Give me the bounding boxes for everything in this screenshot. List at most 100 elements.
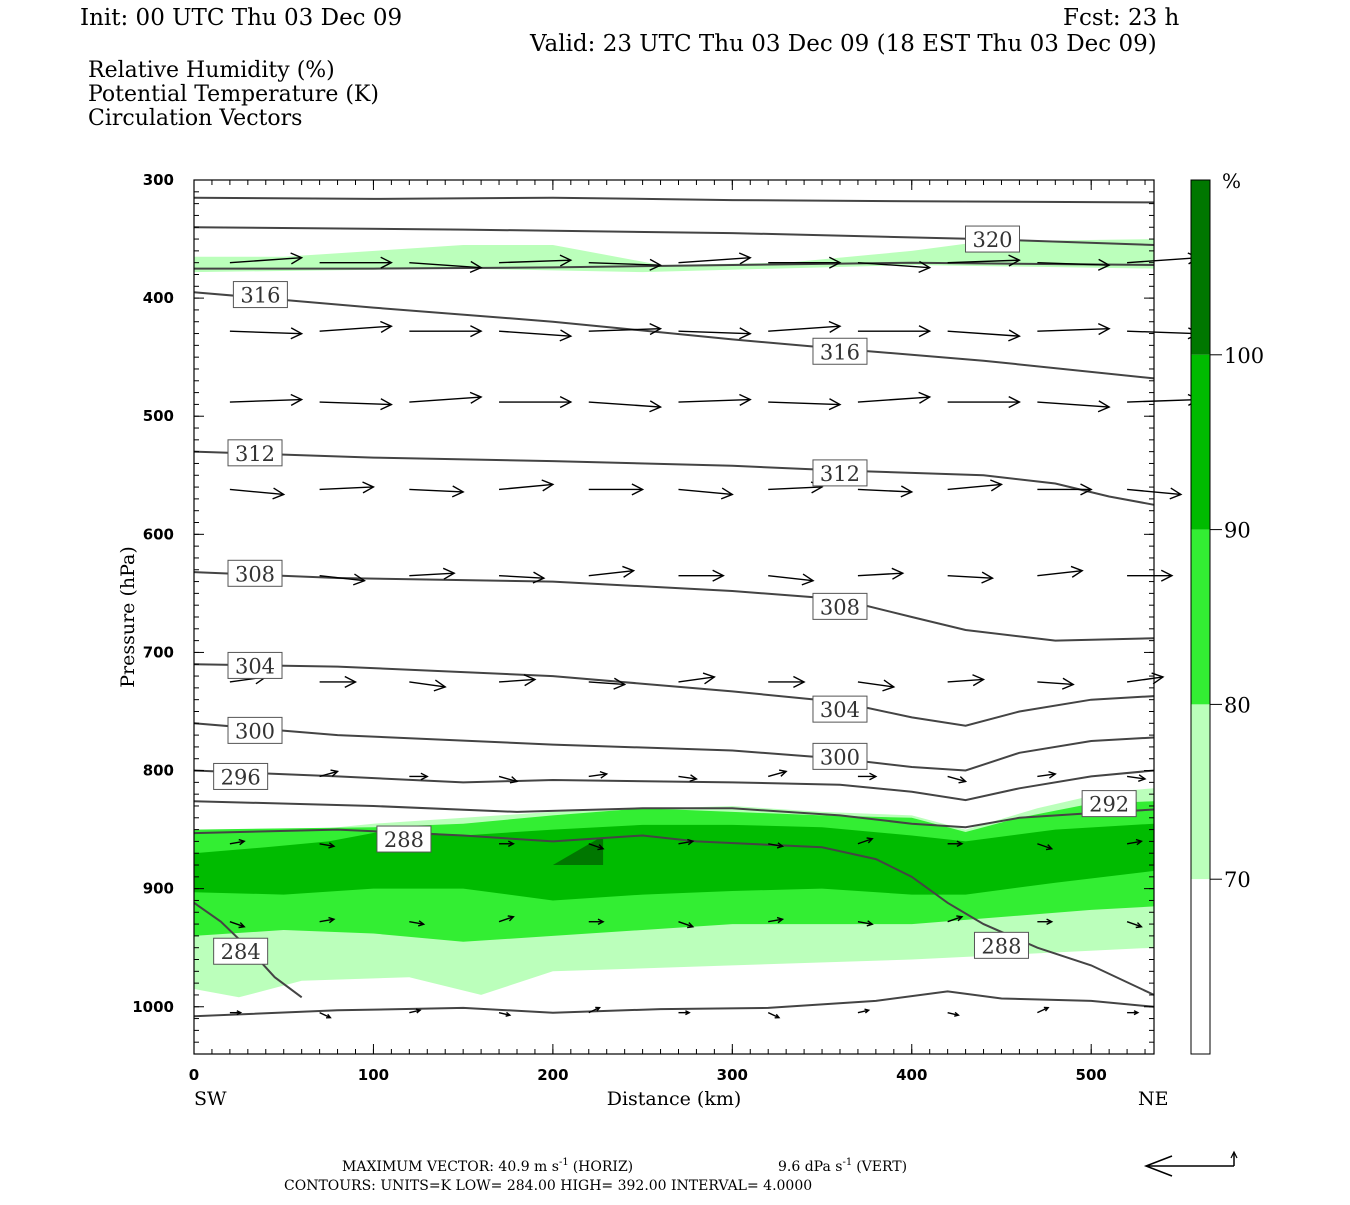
vector-head-6-4 xyxy=(599,770,609,779)
vector-head-0-5 xyxy=(738,252,752,265)
vector-head-1-7 xyxy=(918,325,932,338)
vector-head-0-2 xyxy=(469,260,483,274)
vector-head-0-3 xyxy=(559,254,573,267)
vector-1-3 xyxy=(498,330,571,337)
contour-label-3: 316 xyxy=(240,284,280,308)
rh-shading xyxy=(194,239,1154,998)
contour-label-box-6 xyxy=(812,459,868,487)
vector-head-2-8 xyxy=(1008,395,1021,409)
vector-head-7-4 xyxy=(597,844,605,851)
vector-head-9-7 xyxy=(864,1008,871,1014)
vector-5-9 xyxy=(1037,681,1074,686)
vector-0-10 xyxy=(1127,256,1199,264)
y-tick-label: 500 xyxy=(143,407,174,425)
contour-label-5: 312 xyxy=(235,442,275,466)
vector-head-0-1 xyxy=(380,256,393,269)
vector-9-2 xyxy=(409,1009,421,1014)
vector-head-3-2 xyxy=(451,485,465,498)
contour-label-17: 284 xyxy=(221,940,261,964)
vector-head-8-3 xyxy=(507,915,515,922)
vector-4-7 xyxy=(857,572,903,577)
vector-1-6 xyxy=(768,325,841,332)
vector-head-4-2 xyxy=(442,567,456,580)
vector-head-1-5 xyxy=(739,327,752,340)
contour-label-12: 300 xyxy=(820,745,860,769)
contour-label-8: 308 xyxy=(820,595,860,619)
y-tick-label: 1000 xyxy=(132,998,174,1016)
vector-head-5-9 xyxy=(1061,677,1075,690)
reference-vector-icon xyxy=(1143,1150,1238,1177)
contour-label-box-3 xyxy=(232,281,288,309)
contour-label-box-5 xyxy=(227,439,283,467)
contour-label-box-4 xyxy=(812,337,868,365)
vector-head-6-5 xyxy=(689,774,698,782)
vector-4-2 xyxy=(409,572,455,577)
vector-head-8-8 xyxy=(956,915,964,922)
y-tick-label: 700 xyxy=(143,643,174,661)
vector-head-7-0 xyxy=(238,838,246,846)
theta-line-7 xyxy=(193,571,1155,642)
vector-8-5 xyxy=(678,921,694,928)
vector-0-9 xyxy=(1037,261,1110,266)
vector-6-5 xyxy=(678,775,697,780)
vector-head-9-6 xyxy=(774,1013,781,1019)
contour-label-15: 288 xyxy=(384,828,424,852)
contour-label-14: 292 xyxy=(1089,793,1129,817)
vector-6-9 xyxy=(1037,773,1056,778)
vector-6-3 xyxy=(498,775,518,783)
y-axis-label: Pressure (hPa) xyxy=(117,546,139,688)
vector-9-8 xyxy=(947,1011,959,1016)
vector-2-9 xyxy=(1037,401,1110,408)
contour-label-1: 320 xyxy=(972,228,1012,252)
vector-head-7-8 xyxy=(956,840,964,847)
vector-4-1 xyxy=(319,574,365,582)
vector-head-7-7 xyxy=(866,837,874,844)
vector-head-4-3 xyxy=(532,571,546,584)
vector-head-1-8 xyxy=(1008,329,1021,342)
x-tick-label: 400 xyxy=(896,1066,927,1084)
vector-head-8-10 xyxy=(1135,922,1143,929)
vector-7-4 xyxy=(588,843,604,850)
theta-line-9 xyxy=(193,663,1155,727)
vector-4-3 xyxy=(499,574,544,579)
vector-head-3-1 xyxy=(362,481,375,494)
vector-head-5-8 xyxy=(972,674,986,687)
vector-5-7 xyxy=(857,681,894,688)
vector-8-8 xyxy=(947,916,963,923)
contour-label-box-16 xyxy=(973,931,1029,959)
rh-band-100-4 xyxy=(552,839,604,865)
contour-label-box-15 xyxy=(376,825,432,853)
vector-head-9-4 xyxy=(595,1006,601,1012)
vector-3-5 xyxy=(678,488,733,496)
vector-8-0 xyxy=(229,921,245,928)
vector-4-9 xyxy=(1037,569,1083,577)
vector-9-7 xyxy=(857,1009,869,1014)
vector-6-4 xyxy=(588,773,607,778)
vector-7-0 xyxy=(229,840,245,845)
vector-head-9-3 xyxy=(505,1011,512,1017)
y-tick-label: 900 xyxy=(143,880,174,898)
vector-1-9 xyxy=(1037,327,1110,332)
y-tick-label: 400 xyxy=(143,289,174,307)
vector-head-8-7 xyxy=(866,920,874,927)
valid-time: Valid: 23 UTC Thu 03 Dec 09 (18 EST Thu … xyxy=(529,31,1157,57)
vector-head-0-0 xyxy=(290,252,304,265)
vector-head-7-10 xyxy=(1135,838,1143,846)
vector-head-5-10 xyxy=(1151,672,1165,685)
vector-2-5 xyxy=(678,398,751,403)
vector-0-2 xyxy=(409,261,482,269)
vector-8-10 xyxy=(1126,921,1142,928)
circulation-vectors xyxy=(229,252,1201,1019)
vector-head-6-2 xyxy=(420,772,429,781)
vector-head-5-7 xyxy=(882,679,896,692)
vector-head-4-6 xyxy=(801,573,815,586)
vector-head-9-5 xyxy=(685,1010,691,1016)
rh-band-90-3 xyxy=(194,823,1154,901)
vector-head-8-5 xyxy=(687,922,695,929)
vector-3-1 xyxy=(319,486,374,491)
vector-head-9-8 xyxy=(954,1011,960,1017)
vector-head-8-2 xyxy=(417,920,426,927)
vector-2-7 xyxy=(857,396,930,403)
vector-6-10 xyxy=(1126,775,1146,780)
